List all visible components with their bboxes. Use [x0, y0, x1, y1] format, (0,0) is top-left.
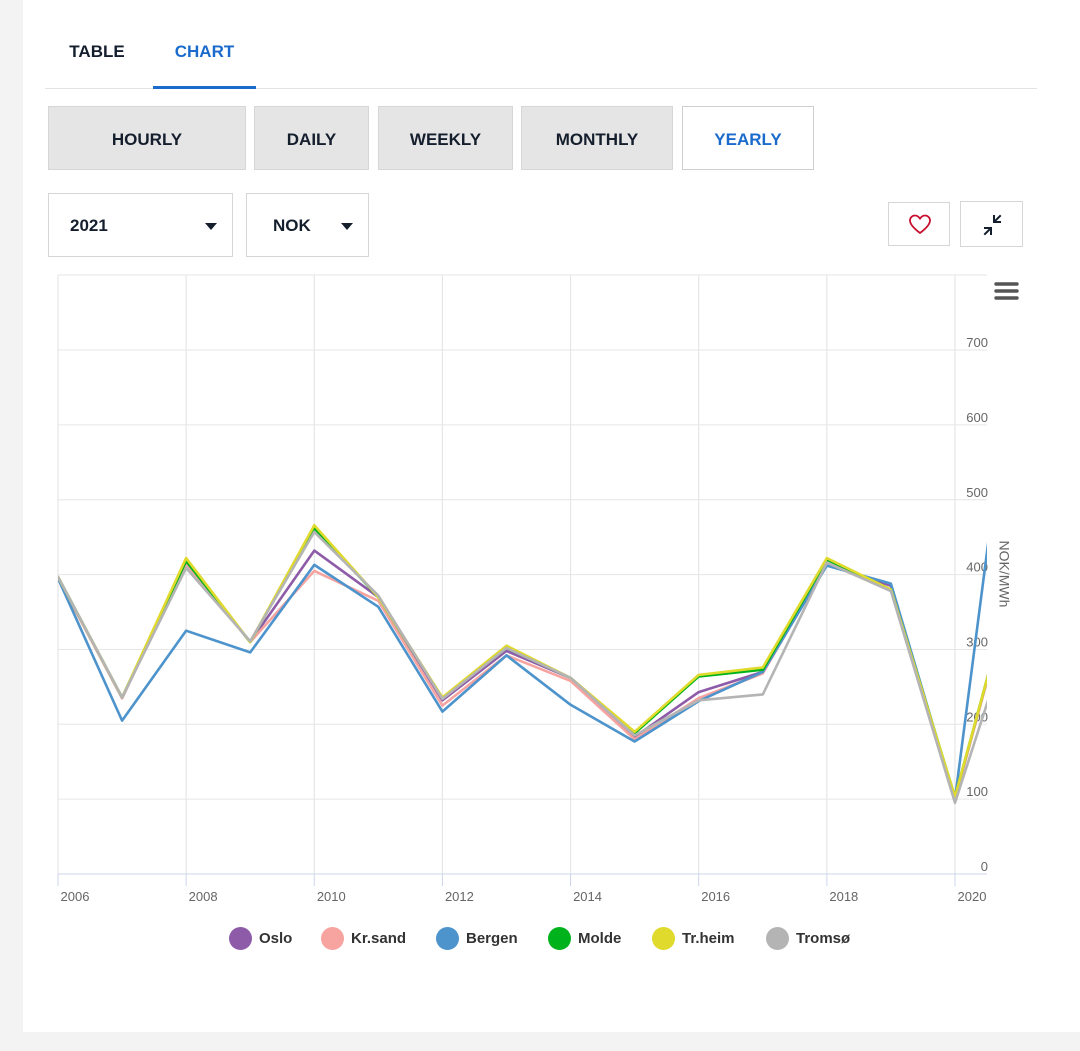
legend-dot — [436, 927, 459, 950]
legend-dot — [766, 927, 789, 950]
y-tick-label: 400 — [966, 560, 988, 575]
period-monthly-button[interactable]: MONTHLY — [521, 106, 673, 170]
chart-series — [58, 305, 1019, 805]
series-line-tr-heim[interactable] — [58, 523, 1019, 799]
collapse-icon — [983, 214, 1002, 236]
series-line-troms-[interactable] — [58, 530, 1019, 805]
favorite-button[interactable] — [888, 202, 950, 246]
chart-menu-button[interactable] — [990, 278, 1024, 306]
y-tick-label: 700 — [966, 335, 988, 350]
legend-dot — [229, 927, 252, 950]
legend-label: Oslo — [259, 930, 293, 947]
chart-gridlines — [57, 274, 987, 875]
y-tick-label: 600 — [966, 410, 988, 425]
x-tick-label: 2008 — [189, 889, 218, 904]
x-tick-label: 2018 — [829, 889, 858, 904]
x-tick-label: 2006 — [61, 889, 90, 904]
currency-select-value: NOK — [273, 216, 311, 235]
currency-select[interactable]: NOK — [246, 193, 369, 257]
x-tick-label: 2010 — [317, 889, 346, 904]
legend-dot — [548, 927, 571, 950]
chevron-down-icon — [205, 223, 217, 230]
y-tick-label: 500 — [966, 485, 988, 500]
tab-table[interactable]: TABLE — [69, 42, 125, 61]
series-line-bergen[interactable] — [58, 305, 1019, 801]
x-tick-label: 2020 — [958, 889, 987, 904]
legend-dot — [321, 927, 344, 950]
legend-label: Tromsø — [796, 930, 851, 947]
x-tick-label: 2014 — [573, 889, 602, 904]
content-card — [23, 0, 1080, 1032]
tab-chart[interactable]: CHART — [153, 0, 256, 89]
period-weekly-button[interactable]: WEEKLY — [378, 106, 513, 170]
year-select-value: 2021 — [70, 216, 108, 235]
legend-dot — [652, 927, 675, 950]
x-tick-label: 2012 — [445, 889, 474, 904]
view-tabs: TABLE CHART — [45, 0, 1037, 89]
hamburger-menu-icon — [994, 282, 1019, 300]
legend-label: Tr.heim — [682, 930, 735, 947]
legend-label: Molde — [578, 930, 622, 947]
heart-icon — [909, 214, 931, 234]
period-hourly-button[interactable]: HOURLY — [48, 106, 246, 170]
period-daily-button[interactable]: DAILY — [254, 106, 369, 170]
period-yearly-button[interactable]: YEARLY — [682, 106, 814, 170]
year-select[interactable]: 2021 — [48, 193, 233, 257]
legend-label: Kr.sand — [351, 930, 407, 947]
x-tick-label: 2016 — [701, 889, 730, 904]
y-tick-label: 300 — [966, 634, 988, 649]
legend-label: Bergen — [466, 930, 518, 947]
y-tick-label: 0 — [981, 859, 988, 874]
chevron-down-icon — [341, 223, 353, 230]
collapse-button[interactable] — [960, 201, 1023, 247]
y-axis-label: NOK/MWh — [996, 541, 1012, 608]
y-tick-label: 100 — [966, 784, 988, 799]
